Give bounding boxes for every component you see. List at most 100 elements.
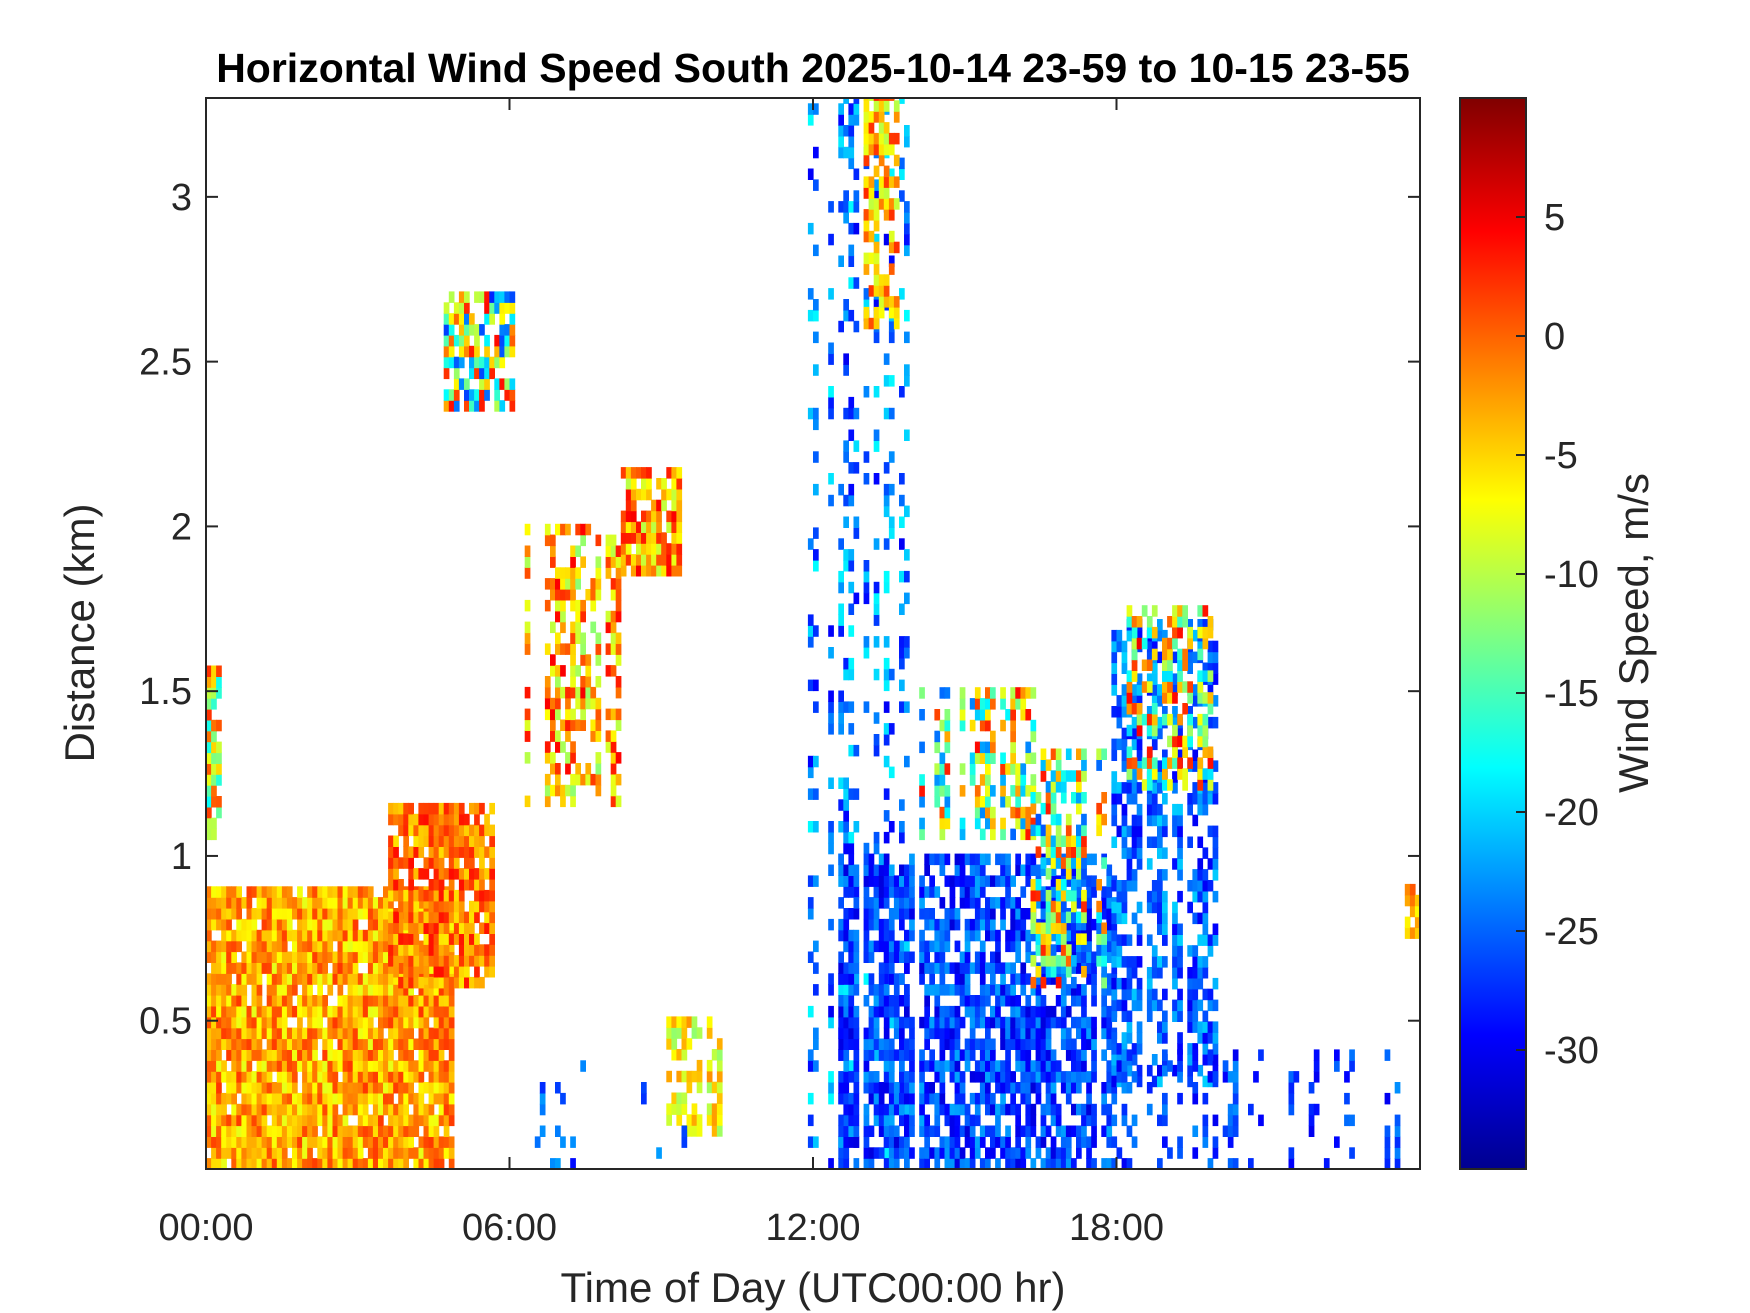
- heatmap-cell: [428, 984, 435, 996]
- heatmap-cell: [848, 929, 855, 942]
- heatmap-cell: [939, 984, 946, 996]
- heatmap-cell: [398, 1038, 404, 1050]
- heatmap-cell: [206, 1082, 212, 1094]
- heatmap-cell: [433, 1049, 440, 1061]
- heatmap-cells: [206, 98, 1420, 1169]
- heatmap-cell: [327, 951, 334, 963]
- heatmap-cell: [1091, 875, 1097, 887]
- heatmap-cell: [206, 897, 212, 909]
- heatmap-cell: [909, 1038, 915, 1050]
- heatmap-cell: [848, 603, 855, 615]
- heatmap-cell: [286, 1103, 293, 1116]
- heatmap-cell: [388, 1103, 394, 1116]
- heatmap-cell: [944, 1158, 951, 1169]
- heatmap-cell: [1177, 1060, 1183, 1072]
- heatmap-cell: [307, 962, 313, 974]
- heatmap-cell: [1060, 922, 1067, 934]
- heatmap-cell: [1187, 651, 1193, 664]
- heatmap-cell: [206, 908, 212, 920]
- heatmap-cell: [1101, 1103, 1107, 1116]
- heatmap-cell: [883, 296, 890, 308]
- heatmap-cell: [716, 1049, 723, 1061]
- heatmap-cell: [904, 331, 910, 344]
- heatmap-cell: [904, 570, 910, 583]
- heatmap-cell: [342, 995, 349, 1007]
- heatmap-cell: [403, 1049, 409, 1061]
- heatmap-cell: [1055, 879, 1062, 891]
- heatmap-cell: [322, 1049, 328, 1061]
- heatmap-cell: [302, 1125, 308, 1137]
- heatmap-cell: [1096, 922, 1102, 934]
- heatmap-cell: [899, 168, 905, 180]
- heatmap-cell: [372, 973, 379, 985]
- heatmap-cell: [595, 632, 602, 644]
- heatmap-cell: [1106, 886, 1113, 898]
- heatmap-cell: [1157, 956, 1163, 968]
- heatmap-cell: [560, 599, 566, 612]
- heatmap-cell: [1192, 869, 1199, 881]
- heatmap-cell: [1106, 1038, 1113, 1050]
- heatmap-cell: [949, 984, 956, 996]
- heatmap-cell: [1096, 911, 1102, 924]
- heatmap-cell: [413, 944, 420, 956]
- heatmap-cell: [317, 973, 323, 985]
- heatmap-cell: [883, 788, 890, 800]
- heatmap-cell: [297, 1049, 303, 1061]
- heatmap-cell: [969, 1114, 976, 1127]
- heatmap-cell: [544, 697, 551, 710]
- heatmap-cell: [423, 944, 430, 956]
- heatmap-cell: [1162, 1136, 1168, 1148]
- heatmap-cell: [1020, 1158, 1027, 1169]
- heatmap-cell: [570, 752, 576, 764]
- heatmap-cell: [550, 697, 556, 710]
- heatmap-cell: [893, 1136, 900, 1148]
- heatmap-cell: [393, 1038, 399, 1050]
- heatmap-cell: [312, 1027, 318, 1040]
- heatmap-cell: [357, 886, 364, 898]
- heatmap-cell: [1177, 616, 1183, 628]
- heatmap-cell: [1126, 1021, 1133, 1033]
- heatmap-cell: [873, 875, 880, 887]
- heatmap-cell: [458, 879, 465, 891]
- heatmap-cell: [1015, 940, 1021, 953]
- heatmap-cell: [838, 125, 844, 137]
- heatmap-cell: [1101, 908, 1107, 920]
- heatmap-cell: [1167, 670, 1173, 682]
- heatmap-cell: [934, 763, 941, 775]
- heatmap-cell: [1197, 956, 1204, 968]
- heatmap-cell: [489, 835, 495, 847]
- heatmap-cell: [1384, 1125, 1391, 1137]
- heatmap-cell: [524, 708, 531, 721]
- heatmap-cell: [443, 824, 450, 837]
- heatmap-cell: [464, 389, 470, 401]
- heatmap-cell: [458, 291, 465, 303]
- heatmap-cell: [1025, 1082, 1032, 1094]
- heatmap-cell: [899, 98, 905, 104]
- heatmap-cell: [362, 1060, 369, 1072]
- heatmap-cell: [646, 510, 652, 523]
- heatmap-cell: [418, 1027, 425, 1040]
- heatmap-cell: [904, 940, 910, 953]
- heatmap-cell: [691, 1103, 698, 1115]
- heatmap-cell: [979, 1016, 986, 1029]
- heatmap-cell: [888, 407, 895, 420]
- heatmap-cell: [206, 676, 212, 688]
- heatmap-cell: [929, 908, 935, 920]
- heatmap-cell: [954, 1027, 961, 1040]
- heatmap-cell: [883, 1114, 890, 1127]
- heatmap-cell: [1071, 1049, 1077, 1061]
- heatmap-cell: [276, 1071, 283, 1083]
- heatmap-cell: [974, 918, 981, 931]
- heatmap-cell: [883, 353, 890, 365]
- heatmap-cell: [256, 1103, 263, 1116]
- heatmap-cell: [378, 1049, 384, 1061]
- heatmap-cell: [388, 984, 394, 996]
- heatmap-cell: [352, 984, 359, 996]
- heatmap-cell: [969, 1158, 976, 1169]
- heatmap-cell: [307, 1082, 313, 1094]
- heatmap-cell: [484, 813, 490, 826]
- heatmap-cell: [1157, 999, 1163, 1012]
- heatmap-cell: [1060, 995, 1067, 1007]
- heatmap-cell: [372, 918, 379, 931]
- heatmap-cell: [479, 889, 485, 902]
